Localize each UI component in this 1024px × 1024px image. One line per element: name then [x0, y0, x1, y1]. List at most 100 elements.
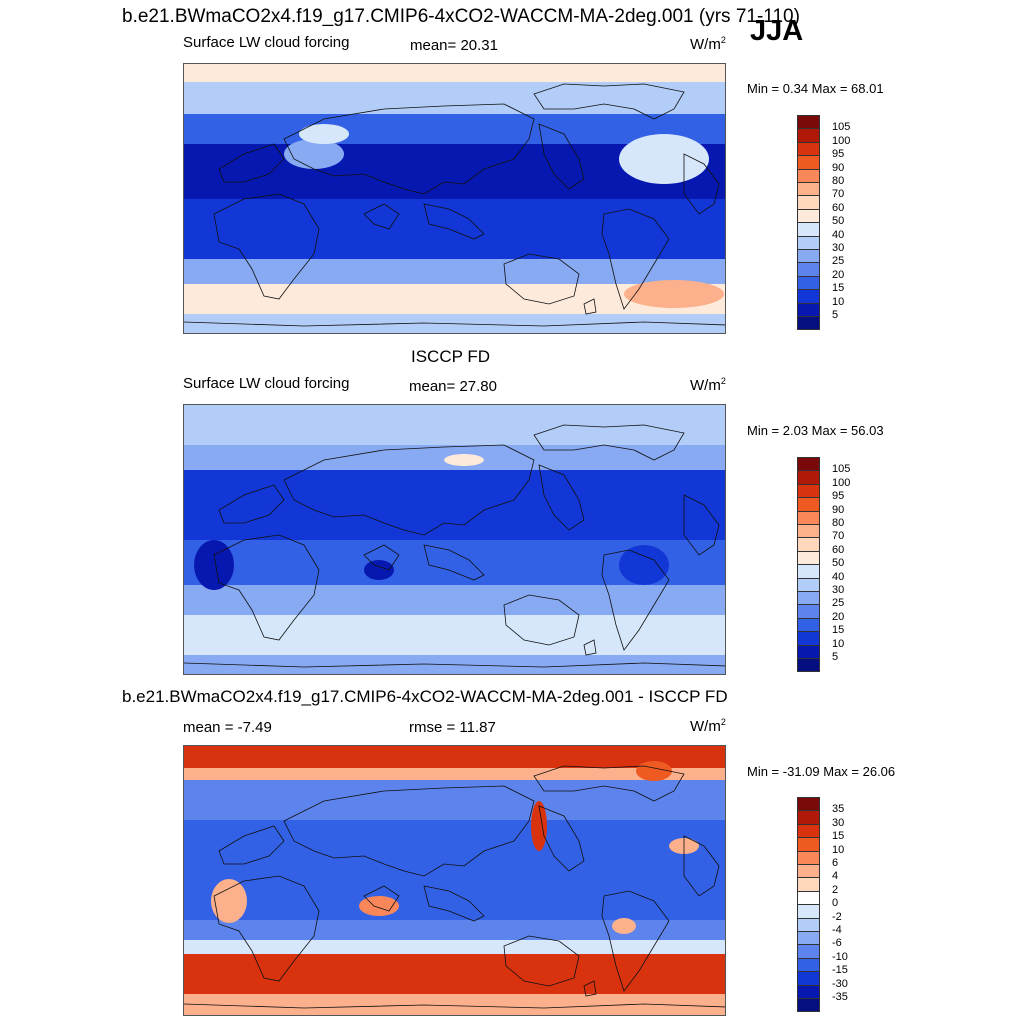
panel2-field-label: Surface LW cloud forcing	[183, 375, 350, 392]
colorbar-tick-label: 5	[832, 651, 839, 663]
colorbar-tick-label: 6	[832, 857, 839, 869]
coastline	[184, 1003, 725, 1009]
coastline	[583, 639, 597, 656]
panel2-colorbar: 105 100 95 90 80 70 60 50 40 30 25 20 15 10 5	[797, 457, 850, 673]
coastline	[683, 835, 720, 897]
coastline	[601, 208, 670, 310]
map-field-anomaly	[612, 918, 636, 934]
map-field-band	[184, 199, 725, 259]
map-canvas	[184, 746, 725, 1015]
panel2-minmax: Min = 2.03 Max = 56.03	[747, 423, 884, 438]
map-field-anomaly	[194, 540, 234, 590]
colorbar-tick-label: 20	[832, 610, 845, 623]
map-field-band	[184, 820, 725, 920]
map-field-anomaly	[211, 879, 247, 923]
panel1-colorbar: 105 100 95 90 80 70 60 50 40 30 25 20 15 10 5	[797, 115, 850, 331]
colorbar-tick-label: -6	[832, 937, 842, 950]
panel2-units: W/m2	[690, 376, 726, 394]
coastline	[184, 662, 725, 668]
colorbar-tick-label: 30	[832, 242, 845, 254]
colorbar-tick-label: 60	[832, 543, 845, 556]
coastline	[218, 825, 285, 865]
colorbar-tick-label: 60	[832, 201, 845, 214]
colorbar-tick-label: -4	[832, 924, 842, 936]
panel1-map	[183, 63, 726, 334]
coastline	[283, 444, 535, 536]
coastline	[601, 549, 670, 651]
colorbar-tick-label: 35	[832, 803, 845, 816]
coastline	[423, 203, 485, 240]
colorbar-tick-label: 105	[832, 121, 851, 134]
map-field-anomaly	[619, 134, 709, 184]
colorbar-tick-label: 30	[832, 584, 845, 596]
colorbar-swatch	[797, 457, 820, 472]
map-field-anomaly	[531, 801, 547, 851]
map-field-band	[184, 940, 725, 954]
colorbar-swatch	[797, 168, 820, 183]
panel1-minmax: Min = 0.34 Max = 68.01	[747, 81, 884, 96]
colorbar-swatch	[797, 604, 820, 619]
map-field-band	[184, 114, 725, 144]
colorbar-swatch	[797, 931, 820, 946]
map-field-anomaly	[636, 761, 672, 781]
colorbar-swatch	[797, 984, 820, 999]
colorbar-tick-label: 95	[832, 148, 845, 161]
coastline	[503, 935, 580, 987]
map-field-band	[184, 920, 725, 940]
coastline	[423, 544, 485, 581]
colorbar-swatch	[797, 658, 820, 673]
colorbar-swatch	[797, 904, 820, 919]
map-field-band	[184, 405, 725, 445]
panel3-title: b.e21.BWmaCO2x4.f19_g17.CMIP6-4xCO2-WACC…	[122, 687, 728, 706]
colorbar-swatch	[797, 577, 820, 592]
colorbar-tick-label: 40	[832, 228, 845, 241]
panel2-mean: mean= 27.80	[409, 378, 497, 395]
colorbar-swatch	[797, 998, 820, 1013]
map-field-band	[184, 746, 725, 768]
colorbar-swatch	[797, 797, 820, 812]
season-label: JJA	[750, 15, 804, 47]
map-canvas	[184, 64, 725, 333]
coastline	[538, 123, 585, 190]
colorbar-swatch	[797, 823, 820, 839]
coastline	[363, 544, 400, 571]
colorbar-tick-label: 40	[832, 570, 845, 583]
panel1-mean: mean= 20.31	[410, 37, 498, 54]
panel2-title: ISCCP FD	[411, 347, 491, 366]
map-field-band	[184, 259, 725, 284]
colorbar-tick-label: 50	[832, 215, 845, 228]
coastline	[601, 890, 670, 992]
map-field-band	[184, 780, 725, 820]
colorbar-tick-label: 10	[832, 637, 845, 650]
panel3-rmse: rmse = 11.87	[409, 719, 496, 736]
colorbar-swatch	[797, 141, 820, 157]
colorbar-tick-label: 25	[832, 255, 845, 268]
coastline	[538, 805, 585, 872]
map-field-anomaly	[284, 139, 344, 169]
colorbar-swatch	[797, 591, 820, 606]
panel2-map	[183, 404, 726, 675]
coastline	[583, 298, 597, 315]
colorbar-tick-label: 95	[832, 490, 845, 503]
coastline	[503, 594, 580, 646]
colorbar-swatch	[797, 524, 820, 539]
colorbar-swatch	[797, 917, 820, 932]
map-field-anomaly	[359, 896, 399, 916]
colorbar-swatch	[797, 316, 820, 331]
coastline	[683, 494, 720, 556]
colorbar-tick-label: 5	[832, 309, 839, 321]
colorbar-swatch	[797, 262, 820, 277]
colorbar-tick-label: 90	[832, 161, 845, 174]
panel3-minmax: Min = -31.09 Max = 26.06	[747, 764, 896, 779]
coastline	[363, 203, 400, 230]
panel1-units: W/m2	[690, 35, 726, 53]
colorbar-tick-label: 70	[832, 530, 845, 543]
coastline	[213, 875, 320, 982]
colorbar-swatch	[797, 944, 820, 959]
colorbar-tick-label: 50	[832, 557, 845, 570]
coastline	[583, 980, 597, 997]
colorbar-swatch	[797, 564, 820, 579]
colorbar-tick-label: 90	[832, 503, 845, 516]
colorbar-swatch	[797, 631, 820, 646]
coastline	[533, 424, 685, 461]
